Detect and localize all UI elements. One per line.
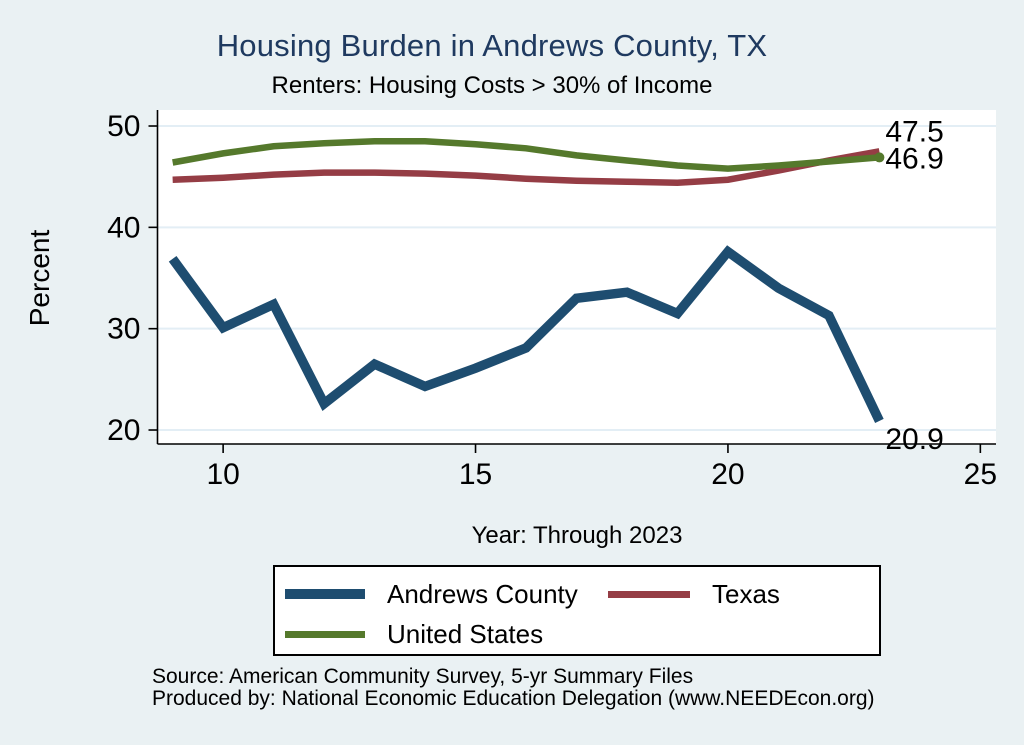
- end-marker-united-states: [874, 152, 885, 163]
- legend-label-texas: Texas: [712, 578, 780, 609]
- chart-subtitle: Renters: Housing Costs > 30% of Income: [271, 72, 713, 99]
- x-axis-title: Year: Through 2023: [471, 522, 683, 549]
- legend-label-andrews-county: Andrews County: [387, 578, 578, 609]
- y-tick-label-20: 20: [107, 414, 140, 447]
- source-line: Source: American Community Survey, 5-yr …: [152, 665, 694, 688]
- series-line-andrews-county: [168, 245, 884, 423]
- series-line-texas: [172, 148, 880, 187]
- legend-swatch-texas: [608, 590, 690, 598]
- series-line-united-states: [172, 137, 880, 172]
- chart-title: Housing Burden in Andrews County, TX: [216, 28, 768, 63]
- end-label-united-states: 46.9: [885, 142, 943, 175]
- end-label-andrews-county: 20.9: [885, 423, 943, 456]
- y-tick-label-40: 40: [107, 211, 140, 244]
- y-axis-title: Percent: [24, 229, 55, 327]
- end-label-texas: 47.5: [885, 115, 943, 148]
- x-tick-label-15: 15: [459, 458, 492, 491]
- y-tick-label-30: 30: [107, 313, 140, 346]
- produced-by-line: Produced by: National Economic Education…: [152, 687, 875, 710]
- x-tick-label-25: 25: [964, 458, 997, 491]
- legend-entry-andrews-county: Andrews County: [285, 579, 578, 609]
- legend-label-united-states: United States: [387, 618, 544, 649]
- source-notes: Source: American Community Survey, 5-yr …: [152, 666, 875, 710]
- legend-swatch-united-states: [285, 630, 365, 638]
- x-tick-label-10: 10: [206, 458, 239, 491]
- legend-swatch-andrews-county: [285, 589, 365, 599]
- y-tick-label-50: 50: [107, 110, 140, 143]
- legend-entry-united-states: United States: [285, 619, 543, 649]
- legend-entry-texas: Texas: [608, 579, 780, 609]
- legend: Andrews County Texas United States: [273, 565, 881, 656]
- plot-area: [157, 110, 996, 444]
- x-tick-label-20: 20: [711, 458, 744, 491]
